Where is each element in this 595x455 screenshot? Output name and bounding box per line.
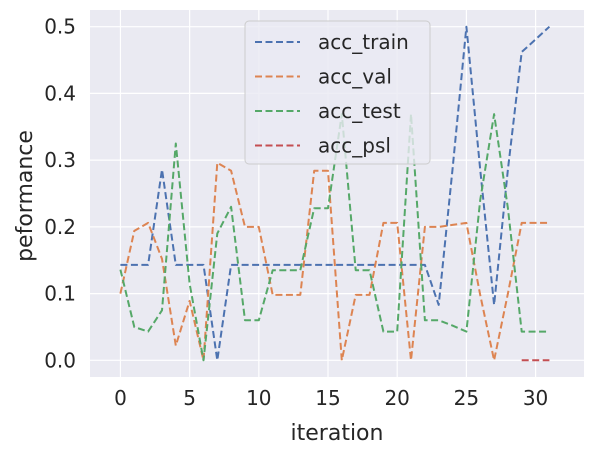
y-tick-label: 0.4 <box>44 81 76 105</box>
legend-label-acc_psl: acc_psl <box>318 134 391 158</box>
x-tick-label: 20 <box>384 386 409 410</box>
legend-box <box>244 20 431 165</box>
y-tick-label: 0.3 <box>44 148 76 172</box>
series-lines <box>119 25 551 362</box>
y-tick-label: 0.5 <box>44 15 76 39</box>
x-tick-label: 25 <box>454 386 479 410</box>
legend-label-acc_val: acc_val <box>318 65 392 89</box>
x-tick-label: 0 <box>114 386 127 410</box>
x-tick-label: 5 <box>183 386 196 410</box>
y-tick-label: 0.2 <box>44 215 76 239</box>
y-axis-label: peformance <box>13 130 38 262</box>
x-axis-label: iteration <box>291 421 384 446</box>
series-line-acc_train <box>120 25 551 362</box>
series-line-acc_val <box>119 161 550 362</box>
y-tick-label: 0.0 <box>44 348 76 372</box>
x-tick-label: 10 <box>246 386 271 410</box>
x-tick-labels: 0 5 10 15 20 25 30 <box>114 386 548 410</box>
legend: acc_train acc_val acc_test acc_psl <box>244 20 431 165</box>
y-tick-label: 0.1 <box>44 282 76 306</box>
x-tick-label: 15 <box>315 386 340 410</box>
y-tick-labels: 0.0 0.1 0.2 0.3 0.4 0.5 <box>44 15 76 373</box>
legend-label-acc_train: acc_train <box>318 30 409 54</box>
series-line-acc_test <box>119 113 550 362</box>
legend-label-acc_test: acc_test <box>318 99 401 123</box>
x-tick-label: 30 <box>523 386 548 410</box>
